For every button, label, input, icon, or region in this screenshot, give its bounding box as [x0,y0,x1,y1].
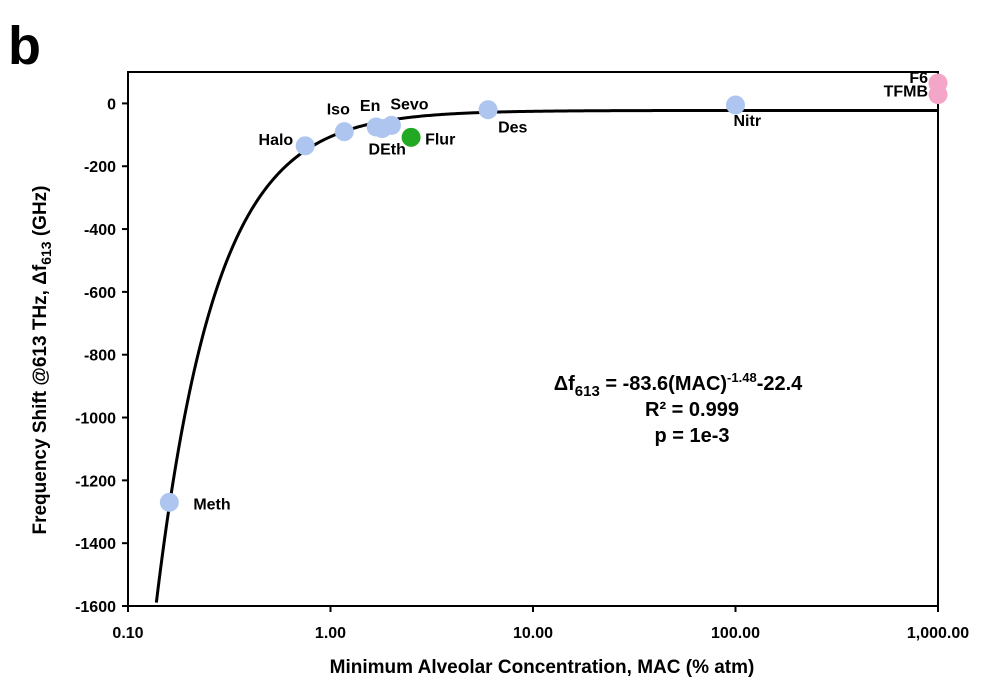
y-tick-label: -1000 [75,411,116,428]
y-axis-title: Frequency Shift @613 THz, Δf613 (GHz) [30,185,54,534]
y-tick-label: -800 [84,348,116,365]
y-tick-label: -1600 [75,599,116,616]
point-iso [334,122,354,142]
y-axis-title-unit: (GHz) [30,185,51,241]
point-nitr [726,95,745,115]
point-label-halo: Halo [259,132,294,149]
y-axis-title-main: Frequency Shift @613 THz, Δf [30,264,51,534]
point-flur [401,127,421,147]
point-label-deth: DEth [369,142,406,159]
fit-equation-mid: = -83.6(MAC) [600,373,727,395]
point-label-flur: Flur [425,131,455,148]
fit-p-value: p = 1e-3 [654,425,729,447]
y-tick-label: 0 [107,96,116,113]
point-meth [159,492,179,512]
fit-equation-tail: -22.4 [757,373,803,395]
x-tick-label: 1.00 [315,625,346,642]
point-label-nitr: Nitr [734,113,762,130]
point-des [478,100,498,120]
x-axis-title: Minimum Alveolar Concentration, MAC (% a… [330,657,755,678]
point-halo [295,136,315,156]
plot-frame [127,71,939,607]
y-tick-label: -1400 [75,536,116,553]
point-label-sevo: Sevo [390,96,428,113]
x-axis-ticks: 0.10 1.00 10.00 100.00 1,000.00 [112,606,969,642]
y-tick-label: -200 [84,159,116,176]
fit-equation-sub: 613 [575,383,600,400]
point-label-en: En [360,98,380,115]
y-tick-label: -600 [84,285,116,302]
fit-curve [154,108,938,603]
x-tick-label: 1,000.00 [907,625,969,642]
fit-equation: Δf613 = -83.6(MAC)-1.48-22.4 [554,370,803,400]
point-label-iso: Iso [327,102,350,119]
point-label-meth: Meth [193,496,230,513]
x-tick-label: 0.10 [112,625,143,642]
y-axis-ticks: 0 -200 -400 -600 -800 -1000 -1200 -1400 -1600 [75,96,128,616]
fit-r-squared: R² = 0.999 [645,399,739,421]
point-sevo [381,115,401,135]
x-tick-label: 10.00 [513,625,553,642]
point-label-tfmb: TFMB [884,84,928,101]
panel-label: b [8,16,41,76]
y-axis-title-sub: 613 [38,241,54,265]
point-tfmb [928,85,948,105]
y-tick-label: -400 [84,222,116,239]
point-label-des: Des [498,120,527,137]
fit-equation-exp: -1.48 [727,370,757,385]
point-label-f6: F6 [909,70,928,87]
fit-equation-lhs: Δf [554,373,575,395]
y-tick-label: -1200 [75,473,116,490]
x-tick-label: 100.00 [711,625,760,642]
